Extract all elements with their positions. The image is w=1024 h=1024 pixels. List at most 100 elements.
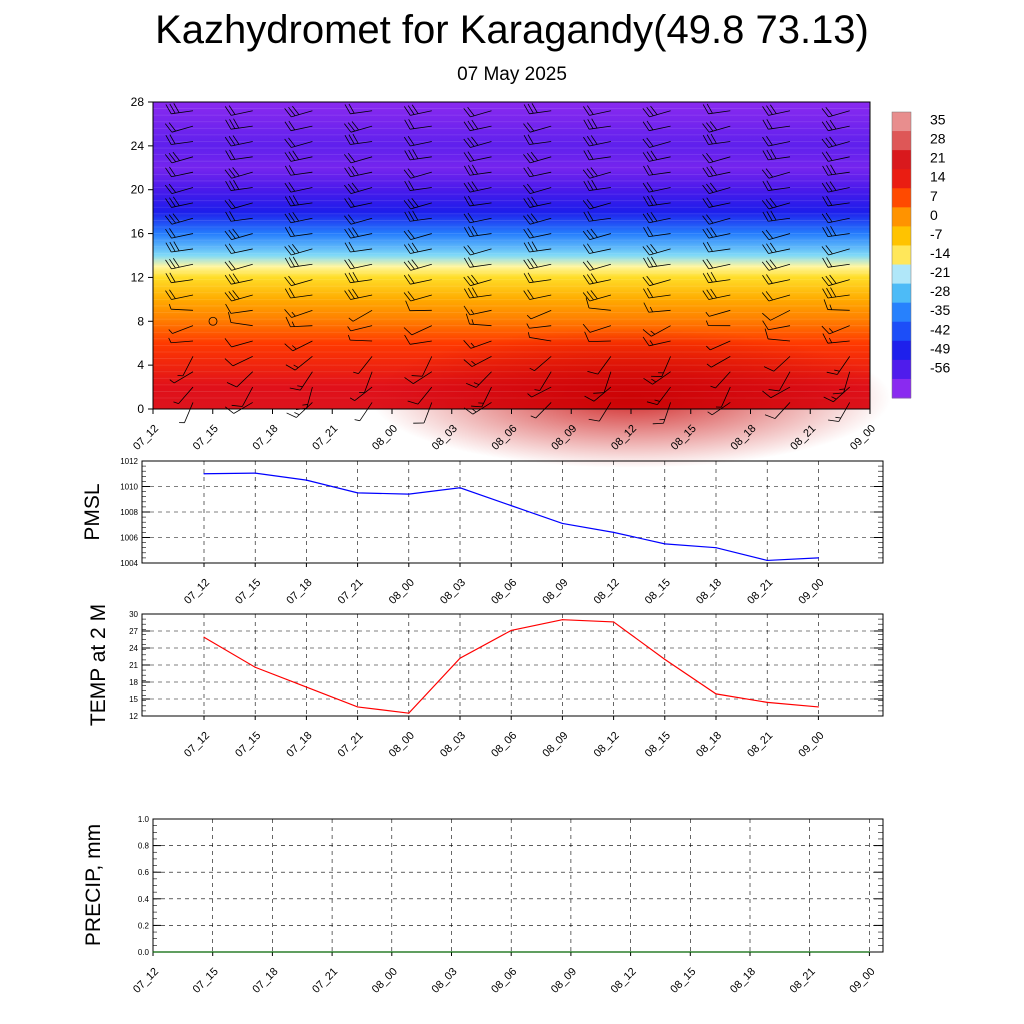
wind-barb-half <box>349 397 355 401</box>
wind-barb-half <box>291 311 296 317</box>
wind-barb-flag <box>347 183 356 193</box>
wind-barb-flag <box>284 213 292 224</box>
wind-barb <box>464 257 492 268</box>
wind-barb-flag <box>284 108 292 118</box>
wind-barb <box>224 243 253 254</box>
wind-barb-flag <box>709 182 718 192</box>
wind-barb <box>404 371 433 384</box>
colorbar-swatch <box>892 283 911 304</box>
wind-barb-flag <box>467 287 475 298</box>
y-tick-label: 0 <box>137 402 144 416</box>
x-tick-label: 07_15 <box>233 577 263 607</box>
wind-barb-flag <box>643 227 650 237</box>
wind-barb <box>761 259 791 271</box>
y-tick-label: 27 <box>129 627 138 636</box>
wind-barb-half <box>471 360 476 366</box>
wind-barb-flag <box>288 212 296 223</box>
wind-barb <box>344 133 373 145</box>
wind-barb <box>642 105 671 118</box>
wind-barb-flag <box>646 275 654 285</box>
data-point <box>561 522 564 525</box>
wind-barb-half <box>473 382 480 385</box>
wind-barb-half <box>353 371 359 374</box>
wind-barb-flag <box>825 182 833 192</box>
wind-barb-flag <box>225 303 232 314</box>
wind-barb-flag <box>231 404 243 407</box>
wind-barb <box>764 328 791 342</box>
wind-barb-shaft <box>171 340 194 344</box>
wind-barb-flag <box>403 244 411 254</box>
wind-barb <box>642 150 671 162</box>
data-point <box>715 693 717 695</box>
wind-barb <box>643 287 671 299</box>
wind-barb <box>224 402 253 414</box>
wind-barb-flag <box>284 152 292 162</box>
wind-barb-flag <box>702 184 710 194</box>
x-tick-label: 08_18 <box>694 730 724 760</box>
wind-barb-flag <box>766 243 773 253</box>
wind-barb-shaft <box>709 340 731 351</box>
wind-barb-flag <box>583 136 590 147</box>
wind-barb-half <box>526 314 532 320</box>
y-tick-label: 1008 <box>120 508 138 517</box>
wind-barb-flag <box>828 419 839 422</box>
wind-barb <box>768 371 791 392</box>
wind-barb-flag <box>347 122 356 132</box>
wind-barb-flag <box>587 180 594 191</box>
data-point <box>809 951 811 953</box>
wind-barb-flag <box>826 371 838 375</box>
colorbar-swatch <box>892 302 911 323</box>
wind-barb-flag <box>224 169 232 179</box>
wind-barb-flag <box>710 165 717 176</box>
colorbar-swatch <box>892 188 911 208</box>
wind-barb <box>762 242 791 254</box>
wind-barb <box>582 199 612 210</box>
x-tick-label: 08_00 <box>387 577 417 607</box>
wind-barb-flag <box>467 120 475 131</box>
wind-barb-flag <box>523 228 531 239</box>
wind-barb <box>411 356 433 377</box>
wind-barb <box>583 135 611 147</box>
wind-barb-flag <box>590 273 598 283</box>
wind-barb <box>762 320 791 331</box>
wind-barb-flag <box>651 375 662 377</box>
wind-barb-shaft <box>588 340 611 343</box>
wind-barb-flag <box>403 275 411 285</box>
wind-barb-flag <box>642 336 650 347</box>
wind-barb <box>284 150 313 162</box>
wind-barb-flag <box>471 287 478 298</box>
wind-barb-flag <box>761 169 770 179</box>
wind-barb-flag <box>766 149 773 160</box>
wind-barb-flag <box>225 150 232 161</box>
wind-barb-flag <box>407 400 419 405</box>
wind-barb <box>761 168 791 179</box>
wind-barb-flag <box>706 183 714 193</box>
wind-barb-flag <box>403 169 411 179</box>
x-tick-label: 07_12 <box>131 966 161 996</box>
wind-barb-half <box>710 385 716 389</box>
wind-barb-flag <box>344 242 351 253</box>
wind-barb-flag <box>463 182 471 193</box>
wind-barb-flag <box>463 340 472 349</box>
wind-barb-flag <box>463 359 473 367</box>
x-tick-label: 07_21 <box>310 966 340 996</box>
wind-barb-flag <box>404 181 411 191</box>
wind-barb-flag <box>405 300 411 311</box>
colorbar-swatch <box>892 226 911 246</box>
wind-barb-flag <box>647 165 654 175</box>
forecast-date: 07 May 2025 <box>457 64 567 85</box>
wind-barb <box>359 371 373 393</box>
wind-barb-flag <box>284 257 291 268</box>
wind-barb <box>344 227 373 239</box>
wind-barb-flag <box>288 137 296 147</box>
wind-barb-half <box>168 303 172 310</box>
wind-barb-flag <box>292 195 299 206</box>
data-point <box>689 951 691 953</box>
wind-barb <box>821 106 850 118</box>
wind-barb <box>464 195 492 207</box>
wind-barb-shaft <box>588 307 611 311</box>
wind-barb-flag <box>351 182 359 192</box>
wind-barb <box>344 121 373 133</box>
wind-barb <box>523 183 552 194</box>
wind-barb-flag <box>169 103 176 114</box>
